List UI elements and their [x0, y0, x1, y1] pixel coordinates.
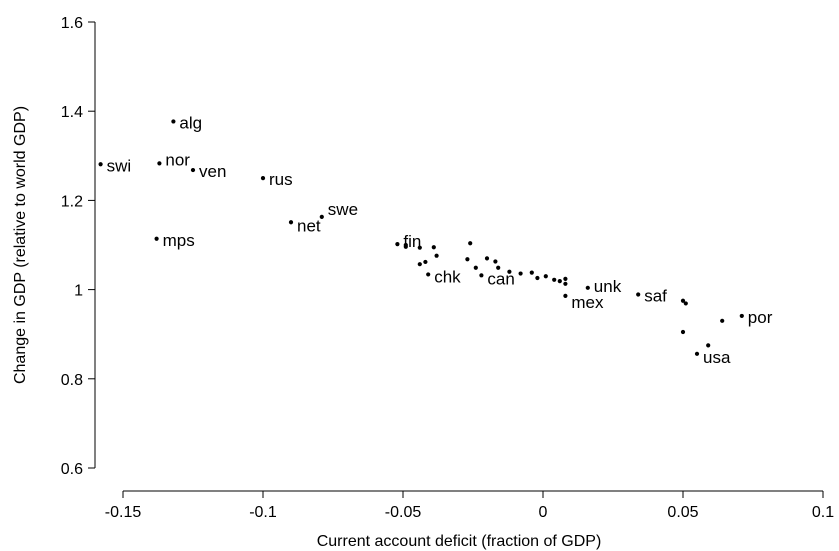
point-label-swe: swe — [328, 200, 358, 219]
y-axis: 0.6 0.8 1 1.2 1.4 1.6 — [61, 15, 96, 478]
point-label-usa: usa — [703, 348, 731, 367]
point-label-can: can — [487, 269, 514, 288]
y-tick-label: 0.6 — [61, 461, 83, 478]
data-point — [529, 270, 534, 275]
x-axis: -0.15 -0.1 -0.05 0 0.05 0.1 — [105, 490, 834, 521]
data-point — [465, 257, 470, 262]
data-point — [98, 162, 103, 167]
point-label-fin: fin — [403, 232, 421, 251]
point-label-mps: mps — [163, 231, 195, 250]
y-tick-label: 1.6 — [61, 15, 83, 32]
data-point — [395, 242, 400, 247]
data-point — [423, 259, 428, 265]
point-label-chk: chk — [434, 267, 461, 286]
point-label-net: net — [297, 216, 321, 235]
data-point — [484, 256, 490, 261]
data-point — [739, 313, 744, 319]
point-label-nor: nor — [165, 150, 190, 169]
point-label-ven: ven — [199, 162, 226, 181]
data-point — [493, 259, 498, 264]
point-label-swi: swi — [107, 156, 132, 175]
x-tick-label: -0.05 — [385, 504, 422, 521]
data-point — [154, 236, 159, 241]
data-point — [706, 343, 711, 348]
data-point — [680, 298, 686, 303]
x-axis-title: Current account deficit (fraction of GDP… — [317, 533, 602, 550]
data-point — [694, 351, 700, 356]
y-tick-label: 0.8 — [61, 372, 83, 389]
data-point — [683, 301, 688, 306]
data-point — [171, 119, 176, 124]
point-label-mex: mex — [571, 293, 604, 312]
data-point — [260, 176, 266, 181]
data-point — [496, 265, 501, 270]
x-tick-label: -0.15 — [105, 504, 142, 521]
y-tick-label: 1.2 — [61, 193, 83, 210]
data-point — [426, 272, 431, 277]
y-tick-label: 1 — [74, 283, 83, 300]
data-point — [319, 214, 324, 220]
data-point — [557, 279, 562, 284]
point-label-rus: rus — [269, 170, 293, 189]
data-point — [535, 275, 540, 281]
data-point — [563, 276, 568, 281]
data-point — [288, 220, 294, 225]
data-point — [563, 293, 568, 298]
point-label-por: por — [748, 308, 773, 327]
x-tick-label: 0.05 — [667, 504, 698, 521]
x-tick-label: -0.1 — [249, 504, 277, 521]
point-label-alg: alg — [179, 113, 202, 132]
data-point — [473, 265, 478, 270]
data-point — [680, 329, 686, 335]
data-point — [190, 167, 196, 173]
data-point — [403, 244, 408, 249]
data-point — [479, 273, 484, 278]
data-point — [636, 292, 641, 297]
x-tick-label: 0.1 — [812, 504, 834, 521]
data-point — [431, 245, 436, 250]
data-point — [468, 241, 473, 246]
data-point — [563, 281, 568, 286]
y-axis-title: Change in GDP (relative to world GDP) — [12, 106, 29, 384]
data-point — [585, 285, 590, 290]
data-point — [507, 269, 512, 274]
point-label-saf: saf — [644, 287, 667, 306]
data-point — [720, 318, 725, 323]
point-label-unk: unk — [594, 277, 622, 296]
data-point — [518, 271, 523, 276]
data-point — [417, 262, 422, 267]
data-point — [434, 253, 439, 258]
x-tick-label: 0 — [539, 504, 548, 521]
data-point — [417, 245, 422, 250]
data-point — [157, 161, 162, 166]
y-tick-label: 1.4 — [61, 104, 83, 121]
data-point — [543, 274, 548, 279]
data-point — [552, 277, 557, 282]
